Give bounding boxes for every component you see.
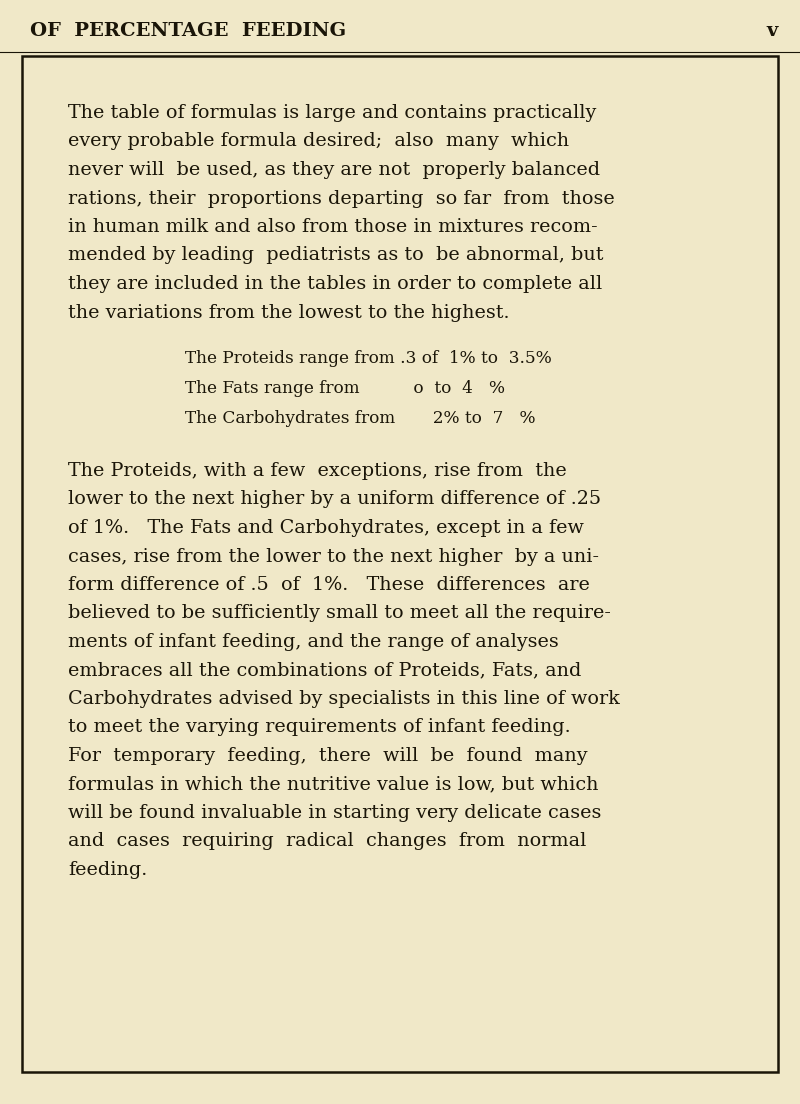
Text: The Carbohydrates from       2% to  7   %: The Carbohydrates from 2% to 7 % [185, 410, 535, 427]
Text: form difference of .5  of  1%.   These  differences  are: form difference of .5 of 1%. These diffe… [68, 576, 590, 594]
Text: v: v [766, 22, 778, 40]
Text: believed to be sufficiently small to meet all the require-: believed to be sufficiently small to mee… [68, 605, 611, 623]
Text: mended by leading  pediatrists as to  be abnormal, but: mended by leading pediatrists as to be a… [68, 246, 603, 265]
Text: Carbohydrates advised by specialists in this line of work: Carbohydrates advised by specialists in … [68, 690, 620, 708]
Text: The Fats range from          o  to  4   %: The Fats range from o to 4 % [185, 380, 505, 397]
Text: rations, their  proportions departing  so far  from  those: rations, their proportions departing so … [68, 190, 614, 208]
Text: and  cases  requiring  radical  changes  from  normal: and cases requiring radical changes from… [68, 832, 586, 850]
Text: never will  be used, as they are not  properly balanced: never will be used, as they are not prop… [68, 161, 600, 179]
Text: ments of infant feeding, and the range of analyses: ments of infant feeding, and the range o… [68, 633, 558, 651]
Text: of 1%.   The Fats and Carbohydrates, except in a few: of 1%. The Fats and Carbohydrates, excep… [68, 519, 584, 537]
Text: The table of formulas is large and contains practically: The table of formulas is large and conta… [68, 104, 596, 123]
Text: feeding.: feeding. [68, 861, 147, 879]
Text: the variations from the lowest to the highest.: the variations from the lowest to the hi… [68, 304, 510, 321]
Text: every probable formula desired;  also  many  which: every probable formula desired; also man… [68, 132, 569, 150]
Text: to meet the varying requirements of infant feeding.: to meet the varying requirements of infa… [68, 719, 570, 736]
Text: For  temporary  feeding,  there  will  be  found  many: For temporary feeding, there will be fou… [68, 747, 587, 765]
Text: embraces all the combinations of Proteids, Fats, and: embraces all the combinations of Proteid… [68, 661, 582, 679]
Text: they are included in the tables in order to complete all: they are included in the tables in order… [68, 275, 602, 293]
Text: The Proteids, with a few  exceptions, rise from  the: The Proteids, with a few exceptions, ris… [68, 461, 566, 480]
Text: in human milk and also from those in mixtures recom-: in human milk and also from those in mix… [68, 217, 598, 236]
Text: lower to the next higher by a uniform difference of .25: lower to the next higher by a uniform di… [68, 490, 601, 509]
Text: cases, rise from the lower to the next higher  by a uni-: cases, rise from the lower to the next h… [68, 548, 599, 565]
Text: OF  PERCENTAGE  FEEDING: OF PERCENTAGE FEEDING [30, 22, 346, 40]
Text: formulas in which the nutritive value is low, but which: formulas in which the nutritive value is… [68, 775, 598, 794]
Text: The Proteids range from .3 of  1% to  3.5%: The Proteids range from .3 of 1% to 3.5% [185, 350, 552, 367]
Text: will be found invaluable in starting very delicate cases: will be found invaluable in starting ver… [68, 804, 602, 822]
